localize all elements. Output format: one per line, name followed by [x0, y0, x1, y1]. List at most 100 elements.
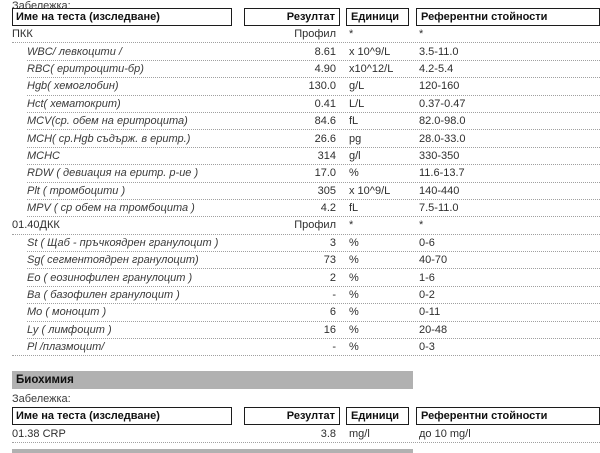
units-cell: x 10^9/L	[349, 45, 391, 58]
test-name-cell: ПКК	[12, 28, 33, 41]
reference-cell: 330-350	[419, 149, 460, 162]
reference-cell: 7.5-11.0	[419, 202, 459, 215]
units-cell: %	[349, 323, 359, 336]
test-name-cell: St ( Щаб - пръчкоядрен гранулоцит )	[27, 236, 219, 249]
result-cell: 3.8	[320, 427, 336, 440]
table-row: Pl /плазмоцит/ - % 0-3	[12, 339, 600, 357]
table-row: Hct( хематокрит) 0.41 L/L 0.37-0.47	[12, 96, 600, 114]
column-header-reference: Референтни стойности	[416, 407, 600, 426]
table-row: WBC/ левкоцити / 8.61 x 10^9/L 3.5-11.0	[12, 43, 600, 62]
reference-cell: 11.6-13.7	[419, 167, 465, 180]
section-title-biochemistry: Биохимия	[12, 371, 413, 390]
result-cell: 8.61	[314, 45, 336, 58]
units-cell: L/L	[349, 97, 365, 110]
reference-cell: 120-160	[419, 80, 460, 93]
result-cell: Профил	[294, 28, 336, 41]
units-cell: fL	[349, 115, 359, 128]
reference-cell: 4.2-5.4	[419, 62, 454, 75]
result-cell: 130.0	[308, 80, 336, 93]
table-row: Mo ( моноцит ) 6 % 0-11	[12, 304, 600, 323]
table-row: Plt ( тромбоцити ) 305 x 10^9/L 140-440	[12, 183, 600, 201]
biochemistry-note-label: Забележка:	[12, 393, 71, 406]
column-header-result: Резултат	[244, 8, 340, 26]
test-name-cell: Sg( сегментоядрен гранулоцит)	[27, 254, 199, 267]
test-name-cell: Hct( хематокрит)	[27, 97, 121, 110]
units-cell: %	[349, 236, 359, 249]
table-row: 01.40ДКК Профил * *	[12, 217, 600, 236]
table-row: MCV(ср. обем на еритроцита) 84.6 fL 82.0…	[12, 113, 600, 131]
result-cell: 17.0	[314, 167, 336, 180]
test-name-cell: Mo ( моноцит )	[27, 306, 107, 319]
result-cell: -	[332, 289, 336, 302]
reference-cell: 82.0-98.0	[419, 115, 466, 128]
column-header-reference: Референтни стойности	[416, 8, 600, 26]
units-cell: %	[349, 341, 359, 354]
test-name-cell: Plt ( тромбоцити )	[27, 184, 126, 197]
table-row: MPV ( ср обем на тромбоцита ) 4.2 fL 7.5…	[12, 200, 600, 218]
units-cell: g/L	[349, 80, 365, 93]
reference-cell: *	[419, 28, 424, 41]
test-name-cell: Ba ( базофилен гранулоцит )	[27, 289, 180, 302]
reference-cell: 28.0-33.0	[419, 132, 466, 145]
result-cell: 73	[323, 254, 336, 267]
units-cell: %	[349, 254, 359, 267]
result-cell: 0.41	[314, 97, 336, 110]
reference-cell: 0-11	[419, 306, 441, 319]
test-name-cell: MCH( ср.Hgb съдърж. в еритр.)	[27, 132, 191, 145]
units-cell: fL	[349, 202, 359, 215]
units-cell: x10^12/L	[349, 62, 394, 75]
reference-cell: 20-48	[419, 323, 448, 336]
reference-cell: 3.5-11.0	[419, 45, 459, 58]
biochemistry-table-header: Име на теста (изследване) Резултат Едини…	[12, 407, 600, 426]
units-cell: g/l	[349, 149, 361, 162]
test-name-cell: RDW ( девиация на еритр. р-ие )	[27, 167, 199, 180]
units-cell: pg	[349, 132, 362, 145]
table-row: Sg( сегментоядрен гранулоцит) 73 % 40-70	[12, 252, 600, 270]
lab-report: Забележка: Име на теста (изследване) Рез…	[12, 0, 600, 453]
reference-cell: 140-440	[419, 184, 460, 197]
cbc-table-body: ПКК Профил * * WBC/ левкоцити / 8.61 x 1…	[12, 26, 600, 357]
result-cell: 6	[329, 306, 336, 319]
units-cell: %	[349, 289, 359, 302]
test-name-cell: Hgb( хемоглобин)	[27, 80, 119, 93]
test-name-cell: 01.40ДКК	[12, 219, 60, 232]
result-cell: 84.6	[314, 115, 336, 128]
reference-cell: 40-70	[419, 254, 448, 267]
result-cell: 16	[323, 323, 336, 336]
reference-cell: до 10 mg/l	[419, 427, 471, 440]
table-row: 01.38 CRP 3.8 mg/l до 10 mg/l	[12, 425, 600, 444]
column-header-result: Резултат	[244, 407, 340, 426]
reference-cell: *	[419, 219, 424, 232]
table-row: RBC( еритроцити-бр) 4.90 x10^12/L 4.2-5.…	[12, 61, 600, 79]
reference-cell: 0-2	[419, 289, 435, 302]
reference-cell: 0.37-0.47	[419, 97, 466, 110]
units-cell: %	[349, 271, 359, 284]
test-name-cell: MCV(ср. обем на еритроцита)	[27, 115, 188, 128]
result-cell: 305	[317, 184, 336, 197]
table-row: ПКК Профил * *	[12, 26, 600, 44]
column-header-test-name: Име на теста (изследване)	[12, 407, 232, 426]
test-name-cell: Pl /плазмоцит/	[27, 341, 105, 354]
result-cell: Профил	[294, 219, 336, 232]
reference-cell: 1-6	[419, 271, 435, 284]
units-cell: mg/l	[349, 427, 370, 440]
result-cell: -	[332, 341, 336, 354]
units-cell: x 10^9/L	[349, 184, 391, 197]
table-row: Hgb( хемоглобин) 130.0 g/L 120-160	[12, 78, 600, 96]
biochemistry-table-body: 01.38 CRP 3.8 mg/l до 10 mg/l	[12, 425, 600, 444]
section-band-partial	[12, 448, 413, 453]
result-cell: 314	[317, 149, 336, 162]
cbc-table-header: Име на теста (изследване) Резултат Едини…	[12, 8, 600, 26]
result-cell: 4.2	[320, 202, 336, 215]
table-row: MCH( ср.Hgb съдърж. в еритр.) 26.6 pg 28…	[12, 130, 600, 149]
table-row: Eo ( еозинофилен гранулоцит ) 2 % 1-6	[12, 269, 600, 288]
result-cell: 26.6	[314, 132, 336, 145]
test-name-cell: Eo ( еозинофилен гранулоцит )	[27, 271, 193, 284]
table-row: MCHC 314 g/l 330-350	[12, 148, 600, 166]
units-cell: *	[349, 219, 354, 232]
test-name-cell: MCHC	[27, 149, 60, 162]
table-row: St ( Щаб - пръчкоядрен гранулоцит ) 3 % …	[12, 235, 600, 253]
reference-cell: 0-3	[419, 341, 435, 354]
test-name-cell: RBC( еритроцити-бр)	[27, 62, 144, 75]
test-name-cell: Ly ( лимфоцит )	[27, 323, 112, 336]
